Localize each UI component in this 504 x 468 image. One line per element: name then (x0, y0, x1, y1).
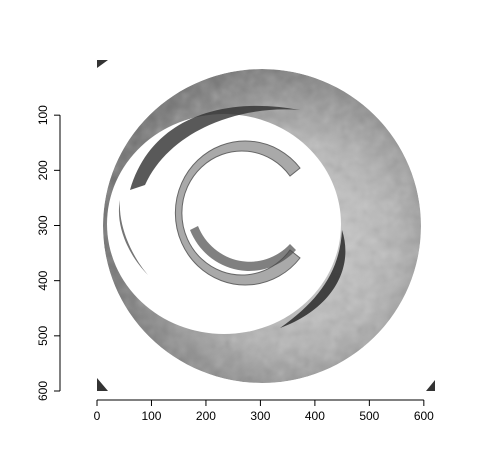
x-axis: 0 100 200 300 400 500 600 (94, 399, 434, 423)
inner-c-ring (174, 140, 301, 286)
corner-bottom-left (97, 378, 108, 391)
corner-top-left (97, 60, 108, 68)
x-tick-label: 100 (141, 409, 161, 423)
dark-crescent-left (118, 200, 148, 275)
x-tick-label: 500 (359, 409, 379, 423)
corner-bottom-right (426, 380, 435, 391)
y-tick-label: 100 (36, 105, 50, 125)
x-tick-label: 300 (250, 409, 270, 423)
y-tick-label: 200 (36, 160, 50, 180)
x-tick-label: 600 (414, 409, 434, 423)
y-axis: 100 200 300 400 500 600 (36, 105, 61, 401)
inner-c-ring-dark (190, 226, 296, 271)
y-tick-label: 600 (36, 381, 50, 401)
dark-crescent-top (130, 105, 300, 190)
x-tick-label: 0 (94, 409, 101, 423)
y-tick-label: 500 (36, 326, 50, 346)
y-tick-label: 400 (36, 270, 50, 290)
x-tick-label: 200 (196, 409, 216, 423)
dark-crescent-right (280, 230, 346, 328)
x-tick-label: 400 (305, 409, 325, 423)
y-tick-label: 300 (36, 215, 50, 235)
